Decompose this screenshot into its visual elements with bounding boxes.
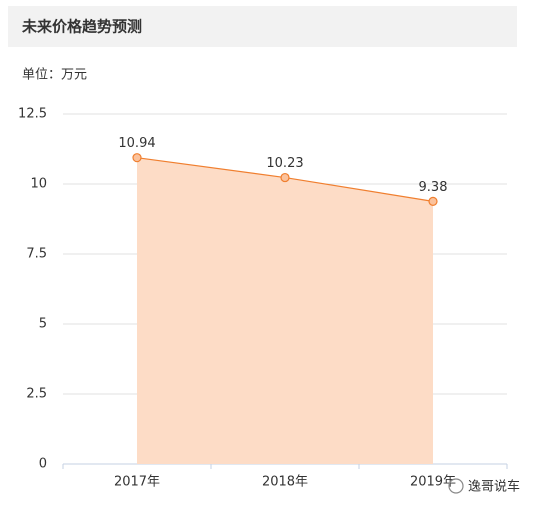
watermark-text: 逸哥说车 (468, 479, 520, 495)
y-tick-label: 7.5 (26, 247, 47, 262)
value-label: 10.23 (266, 156, 303, 171)
header-bar (8, 6, 517, 47)
unit-label: 单位：万元 (22, 68, 87, 83)
y-tick-label: 5 (39, 317, 47, 332)
x-tick-label: 2017年 (114, 475, 160, 490)
point (280, 172, 290, 183)
value-label: 10.94 (118, 136, 155, 151)
y-tick-label: 12.5 (18, 107, 47, 122)
y-tick-label: 10 (30, 177, 47, 192)
point (428, 196, 438, 206)
watermark: 逸哥说车 (448, 478, 520, 495)
y-tick-label: 2.5 (26, 387, 47, 402)
watermark-icon (448, 478, 464, 494)
x-tick-label: 2019年 (410, 475, 456, 490)
y-tick-label: 0 (39, 457, 47, 472)
chart-title: 未来价格趋势预测 (21, 18, 142, 36)
value-label: 9.38 (419, 180, 448, 195)
x-tick-label: 2018年 (262, 475, 308, 490)
point (132, 153, 142, 163)
area (137, 157, 433, 464)
